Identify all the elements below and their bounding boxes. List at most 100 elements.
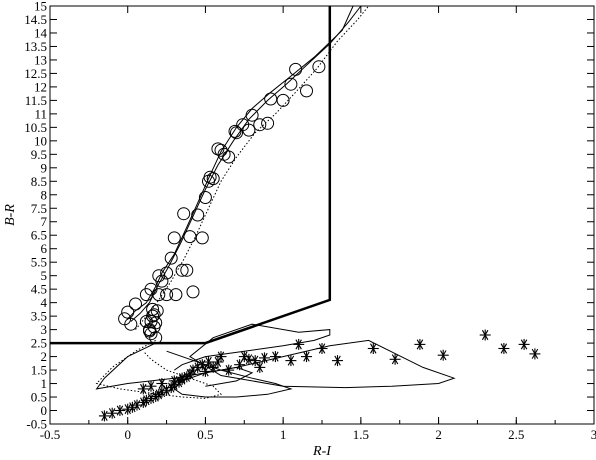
asterisk-point-45	[498, 343, 510, 354]
asterisk-point-33	[249, 355, 261, 367]
circle-point-20	[169, 288, 183, 302]
circle-point-25	[191, 208, 205, 222]
circle-point-10	[147, 308, 161, 322]
y-tick-label-9: 4	[41, 295, 48, 310]
asterisk-point-25	[176, 372, 188, 384]
y-tick-label-7: 3	[41, 322, 48, 337]
asterisk-point-21	[137, 383, 149, 395]
asterisk-point-1	[106, 407, 118, 419]
circle-point-23	[183, 230, 197, 244]
asterisk-point-23	[156, 378, 168, 389]
y-tick-label-23: 11	[34, 106, 47, 121]
circle-point-34	[245, 108, 259, 122]
circle-point-2	[129, 297, 142, 311]
x-tick-label-0: -0.5	[40, 427, 61, 442]
circle-point-51	[214, 143, 228, 157]
y-tick-label-0: -0.5	[26, 417, 47, 432]
asterisk-point-27	[203, 356, 214, 368]
asterisk-point-2	[114, 405, 126, 416]
y-tick-label-21: 10	[34, 133, 47, 148]
y-tick-label-22: 10.5	[24, 120, 47, 135]
circle-point-37	[264, 92, 278, 106]
y-tick-label-6: 2.5	[31, 336, 47, 351]
asterisk-point-44	[479, 329, 491, 341]
y-tick-label-19: 9	[41, 160, 48, 175]
circle-point-44	[149, 316, 163, 330]
circle-point-35	[253, 118, 267, 132]
circle-point-13	[144, 282, 158, 296]
circle-point-45	[143, 324, 156, 338]
asterisk-point-10	[153, 388, 165, 400]
y-tick-label-31: 15	[34, 0, 47, 14]
circle-point-41	[300, 84, 313, 98]
asterisk-point-52	[285, 355, 297, 367]
x-tick-label-5: 2	[435, 427, 442, 442]
x-tick-label-1: 0	[124, 427, 131, 442]
asterisk-point-40	[367, 343, 379, 354]
asterisk-point-30	[223, 364, 235, 376]
asterisk-point-38	[316, 343, 328, 354]
circle-point-26	[198, 191, 212, 204]
y-tick-label-30: 14.5	[24, 12, 47, 27]
asterisk-point-50	[238, 351, 250, 363]
circle-point-40	[289, 62, 303, 76]
y-tick-label-14: 6.5	[31, 228, 47, 243]
asterisk-point-0	[98, 410, 110, 422]
plot-frame	[49, 5, 595, 425]
y-tick-label-11: 5	[41, 268, 48, 283]
asterisk-point-47	[529, 348, 541, 360]
circle-point-32	[230, 126, 243, 140]
asterisk-point-43	[437, 349, 449, 361]
asterisk-point-49	[199, 365, 211, 377]
circle-point-48	[186, 285, 200, 299]
y-tick-label-15: 7	[41, 214, 48, 229]
circle-point-38	[276, 93, 290, 107]
y-tick-label-28: 13.5	[24, 39, 47, 54]
circle-point-50	[203, 170, 217, 184]
y-tick-label-5: 2	[41, 349, 48, 364]
circle-point-43	[124, 317, 138, 331]
circle-point-21	[175, 263, 189, 277]
y-tick-label-18: 8.5	[31, 174, 47, 189]
y-tick-label-17: 8	[41, 187, 48, 202]
x-tick-label-4: 1.5	[353, 427, 369, 442]
y-tick-label-24: 11.5	[25, 93, 47, 108]
y-tick-label-4: 1.5	[31, 363, 47, 378]
asterisk-point-46	[518, 338, 530, 350]
y-tick-label-16: 7.5	[31, 201, 47, 216]
asterisk-point-51	[254, 361, 266, 373]
asterisk-point-37	[301, 351, 312, 363]
x-axis-ticks: -0.5 0 0.5 1 1.5 2 2.5 3	[40, 6, 596, 442]
asterisk-point-22	[145, 380, 157, 392]
circle-point-49	[195, 231, 209, 245]
asterisk-point-35	[269, 351, 281, 363]
y-tick-label-8: 3.5	[31, 309, 47, 324]
asterisk-point-26	[196, 359, 208, 371]
circle-point-18	[155, 274, 169, 288]
circle-point-36	[261, 116, 275, 130]
y-tick-label-12: 5.5	[31, 255, 47, 270]
circle-point-19	[160, 288, 174, 302]
asterisk-point-36	[293, 338, 305, 350]
y-tick-label-2: 0.5	[31, 390, 47, 405]
y-axis-label: B-R	[3, 204, 18, 226]
x-tick-label-2: 0.5	[197, 427, 213, 442]
circle-point-15	[160, 266, 174, 280]
y-tick-label-27: 13	[34, 52, 47, 67]
asterisk-point-29	[215, 351, 227, 363]
curve-0	[50, 6, 332, 345]
circle-point-39	[284, 77, 298, 91]
curve-3	[135, 5, 369, 330]
circle-point-53	[236, 118, 250, 132]
circle-point-22	[180, 263, 194, 277]
circle-point-31	[222, 150, 236, 164]
y-tick-label-10: 4.5	[31, 282, 47, 297]
x-tick-label-6: 2.5	[508, 427, 524, 442]
y-tick-label-13: 6	[41, 241, 48, 256]
asterisk-point-3	[122, 403, 134, 415]
circle-point-24	[177, 207, 191, 221]
circle-point-17	[167, 231, 181, 245]
circle-point-42	[312, 60, 326, 74]
markers-layer	[98, 60, 541, 422]
